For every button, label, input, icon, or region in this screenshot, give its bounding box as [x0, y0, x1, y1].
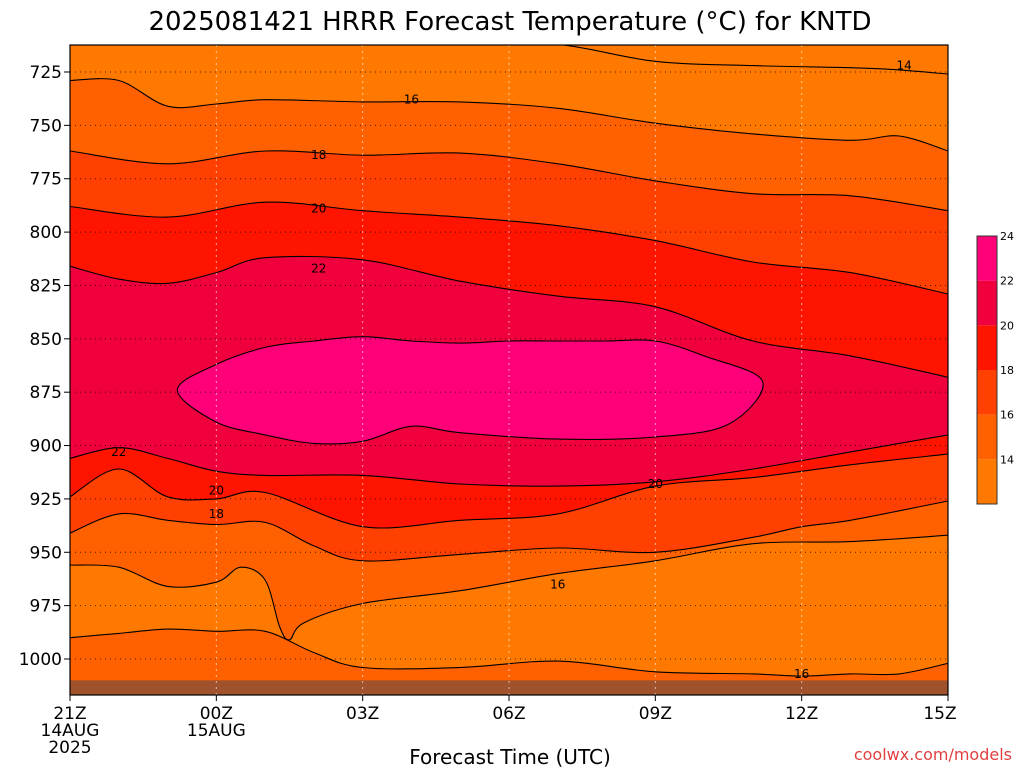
y-tick-label: 1000 — [19, 650, 62, 670]
isotherm-22 — [70, 434, 948, 487]
grid-lines — [70, 45, 948, 695]
colorbar: 14 16 18 20 22 24 — [976, 230, 1014, 505]
y-tick-label: 750 — [30, 116, 62, 136]
x-tick-label: 12Z — [785, 704, 818, 724]
colorbar-label: 16 — [1000, 409, 1014, 422]
isotherm-label-22: 22 — [111, 445, 126, 459]
x-tick-label: 15AUG — [187, 721, 246, 741]
x-tick-label: 06Z — [492, 704, 525, 724]
isotherm-20 — [70, 453, 948, 529]
isotherm-16 — [70, 78, 948, 152]
x-tick-label: 2025 — [48, 738, 91, 758]
y-tick-label: 875 — [30, 383, 62, 403]
isotherm-14 — [559, 45, 948, 75]
isotherm-24 — [176, 336, 764, 445]
y-tick-label: 850 — [30, 330, 62, 350]
isotherm-22 — [70, 255, 948, 378]
x-tick-label: 14AUG — [41, 721, 100, 741]
band-14-16-upper — [70, 45, 948, 151]
colorbar-segment — [977, 325, 997, 370]
chart-title: 2025081421 HRRR Forecast Temperature (°C… — [148, 7, 871, 37]
y-tick-label: 725 — [30, 63, 62, 83]
x-axis-title: Forecast Time (UTC) — [409, 745, 611, 768]
y-tick-label: 975 — [30, 597, 62, 617]
colorbar-label: 24 — [1000, 230, 1014, 243]
isotherm-label-18: 18 — [311, 148, 326, 162]
y-tick-label: 900 — [30, 437, 62, 457]
isotherm-18 — [70, 500, 948, 562]
band-below-14 — [563, 45, 948, 75]
isotherm-label-16: 16 — [794, 667, 809, 681]
colorbar-label: 14 — [1000, 453, 1014, 466]
colorbar-segment — [977, 414, 997, 460]
x-tick-label: 21Z — [53, 704, 86, 724]
colorbar-segment — [977, 236, 997, 281]
pressure-axis: 725 750 775 800 825 850 875 900 925 950 975 1000 — [19, 63, 70, 670]
colorbar-segment — [977, 370, 997, 415]
isotherm-label-16: 16 — [404, 93, 419, 107]
colorbar-label: 22 — [1000, 275, 1014, 288]
colorbar-label: 20 — [1000, 319, 1014, 332]
isotherm-label-22: 22 — [311, 261, 326, 275]
x-tick-label: 03Z — [346, 704, 379, 724]
x-tick-label: 00Z — [200, 704, 233, 724]
colorbar-label: 18 — [1000, 364, 1014, 377]
isotherm-label-20: 20 — [311, 202, 326, 216]
isotherm-18 — [70, 150, 948, 212]
isotherm-label-16: 16 — [550, 577, 565, 591]
temperature-fill-bands — [70, 45, 948, 695]
y-tick-label: 925 — [30, 490, 62, 510]
isotherm-lines — [70, 45, 948, 677]
isotherm-label-14: 14 — [896, 59, 911, 73]
credit-text: coolwx.com/models — [854, 745, 1012, 764]
colorbar-segment — [977, 459, 997, 504]
colorbar-frame — [976, 235, 998, 505]
y-tick-label: 950 — [30, 543, 62, 563]
y-tick-label: 825 — [30, 276, 62, 296]
band-above-24 — [177, 336, 764, 444]
band-16-18-near-surface — [70, 629, 948, 695]
x-tick-label: 15Z — [923, 704, 956, 724]
colorbar-segment — [977, 280, 997, 326]
y-tick-label: 775 — [30, 170, 62, 190]
y-tick-label: 800 — [30, 223, 62, 243]
x-tick-label: 09Z — [639, 704, 672, 724]
isotherm-16 — [70, 628, 948, 677]
isotherm-16 — [70, 534, 948, 641]
